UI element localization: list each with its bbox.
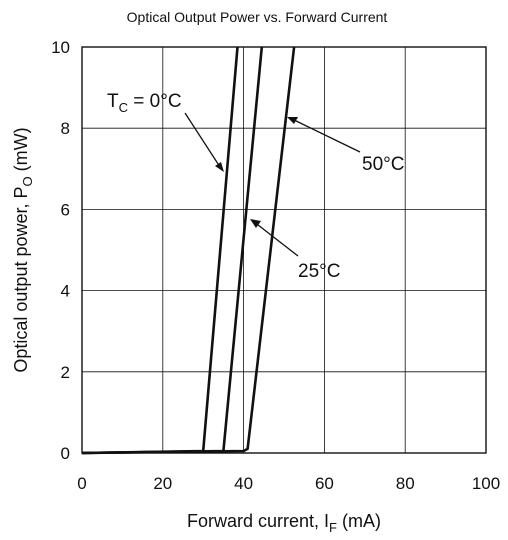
x-axis-label-main: Forward current, I bbox=[187, 511, 329, 531]
annotation-tc-0c: TC = 0°C bbox=[107, 91, 182, 115]
grid bbox=[82, 47, 486, 453]
y-tick-labels: 0 2 4 6 8 10 bbox=[51, 38, 70, 463]
y-axis-label-unit: (mW) bbox=[11, 127, 31, 176]
x-tick-label: 20 bbox=[153, 474, 172, 493]
plot-frame bbox=[81, 46, 487, 454]
arrowhead-tc-0c bbox=[215, 162, 224, 172]
annotation-tc-0c-sub: C bbox=[119, 100, 128, 115]
x-tick-label: 0 bbox=[77, 474, 86, 493]
x-tick-label: 80 bbox=[396, 474, 415, 493]
y-tick-label: 4 bbox=[61, 282, 70, 301]
arrowhead-25c bbox=[250, 219, 261, 228]
y-axis-label-main: Optical output power, P bbox=[11, 187, 31, 373]
x-tick-label: 40 bbox=[234, 474, 253, 493]
annotation-25c: 25°C bbox=[298, 261, 340, 282]
x-axis-label-unit: (mA) bbox=[337, 511, 381, 531]
series-line-2 bbox=[81, 46, 296, 455]
annotation-50c: 50°C bbox=[362, 154, 404, 175]
arrow-25c bbox=[252, 220, 299, 257]
annotation-tc-0c-main: T bbox=[107, 91, 119, 112]
chart-title: Optical Output Power vs. Forward Current bbox=[127, 9, 388, 25]
x-tick-labels: 0 20 40 60 80 100 bbox=[77, 474, 500, 493]
series-lines bbox=[81, 46, 296, 455]
x-axis-label-sub: F bbox=[329, 520, 337, 535]
arrow-tc-0c bbox=[184, 112, 223, 171]
y-tick-label: 10 bbox=[51, 38, 70, 57]
y-axis-label: Optical output power, PO (mW) bbox=[11, 127, 35, 372]
y-tick-label: 8 bbox=[61, 119, 70, 138]
x-tick-label: 60 bbox=[315, 474, 334, 493]
arrowhead-50c bbox=[287, 117, 298, 124]
x-tick-label: 100 bbox=[472, 474, 500, 493]
x-axis-label: Forward current, IF (mA) bbox=[187, 511, 381, 535]
y-axis-label-sub: O bbox=[20, 176, 35, 186]
annotation-tc-0c-rest: = 0°C bbox=[128, 91, 182, 112]
y-tick-label: 6 bbox=[61, 200, 70, 219]
y-tick-label: 2 bbox=[61, 363, 70, 382]
arrow-50c bbox=[289, 117, 361, 153]
y-tick-label: 0 bbox=[61, 444, 70, 463]
